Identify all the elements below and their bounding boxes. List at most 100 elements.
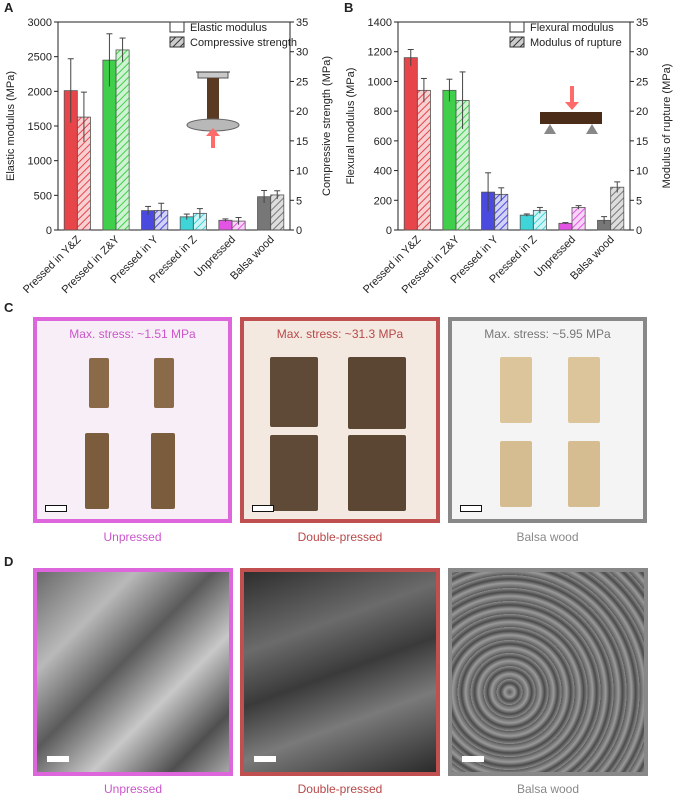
y-tick-label: 500 bbox=[34, 190, 52, 202]
y-tick-label: 0 bbox=[386, 225, 392, 237]
y-tick-label: 1200 bbox=[368, 47, 392, 59]
sem-caption-unpressed: Unpressed bbox=[103, 782, 163, 796]
y-tick-label: 800 bbox=[374, 106, 392, 118]
y2-tick-label: 0 bbox=[296, 225, 302, 237]
y-tick-label: 400 bbox=[374, 166, 392, 178]
bar-flexural-modulus bbox=[442, 89, 457, 231]
y2-axis-label: Compressive strength (MPa) bbox=[321, 56, 333, 196]
sample-before-2 bbox=[568, 357, 600, 423]
y2-tick-label: 20 bbox=[296, 106, 308, 118]
y-axis-label: Flexural modulus (MPa) bbox=[345, 68, 357, 185]
panel-letter-d: D bbox=[4, 554, 14, 569]
y-tick-label: 1400 bbox=[368, 17, 392, 29]
y-tick-label: 0 bbox=[46, 225, 52, 237]
y2-tick-label: 5 bbox=[296, 195, 302, 207]
y2-tick-label: 15 bbox=[296, 136, 308, 148]
y-tick-label: 2000 bbox=[28, 86, 52, 98]
scale-bar bbox=[460, 505, 482, 512]
y2-tick-label: 25 bbox=[636, 76, 648, 88]
y-tick-label: 1500 bbox=[28, 121, 52, 133]
bar-flexural-modulus bbox=[403, 57, 418, 231]
y-tick-label: 600 bbox=[374, 136, 392, 148]
legend-swatch-hatched bbox=[169, 36, 185, 48]
y2-tick-label: 5 bbox=[636, 195, 642, 207]
y-axis-label: Elastic modulus (MPa) bbox=[5, 71, 17, 181]
max-stress-label: Max. stress: ~5.95 MPa bbox=[484, 327, 611, 341]
max-stress-label: Max. stress: ~31.3 MPa bbox=[276, 327, 404, 341]
y2-tick-label: 35 bbox=[636, 17, 648, 29]
photo-caption-double-pressed: Double-pressed bbox=[297, 530, 383, 544]
y2-tick-label: 15 bbox=[636, 136, 648, 148]
bar-flexural-modulus bbox=[519, 214, 534, 231]
y2-axis-label: Modulus of rupture (MPa) bbox=[661, 64, 673, 189]
legend-swatch-solid bbox=[169, 21, 185, 33]
y-tick-label: 1000 bbox=[28, 156, 52, 168]
bar-compressive-strength bbox=[115, 49, 130, 231]
photo-caption-unpressed: Unpressed bbox=[103, 530, 162, 544]
sem-image-double-pressed bbox=[240, 568, 440, 776]
bar-modulus-of-rupture bbox=[416, 89, 431, 231]
legend-swatch-hatched bbox=[509, 36, 525, 48]
photo-frame-unpressed: Max. stress: ~1.51 MPa bbox=[33, 317, 232, 523]
scale-bar bbox=[254, 756, 276, 762]
sample-before-2 bbox=[154, 358, 174, 408]
sample-after-1 bbox=[270, 435, 318, 511]
support-left-icon bbox=[544, 124, 556, 134]
scale-bar bbox=[252, 505, 274, 512]
chart-flexural: 0 200 400 600 800 1000 1200 1400 0 5 10 15 20 25 30 35 F… bbox=[345, 17, 673, 296]
legend-label: Modulus of rupture bbox=[530, 37, 622, 49]
y2-tick-label: 10 bbox=[636, 166, 648, 178]
sample-after-1 bbox=[85, 433, 109, 509]
beam-icon bbox=[540, 112, 602, 124]
scale-bar bbox=[462, 756, 484, 762]
scale-bar bbox=[47, 756, 69, 762]
y-tick-label: 2500 bbox=[28, 52, 52, 64]
sample-before-1 bbox=[500, 357, 532, 423]
legend-label: Compressive strength bbox=[190, 37, 297, 49]
y2-tick-label: 30 bbox=[296, 47, 308, 59]
scale-bar bbox=[45, 505, 67, 512]
sample-after-1 bbox=[500, 441, 532, 507]
y2-tick-label: 25 bbox=[296, 76, 308, 88]
legend-label: Flexural modulus bbox=[530, 22, 614, 34]
photo-caption-balsa: Balsa wood bbox=[516, 530, 579, 544]
photo-frame-balsa: Max. stress: ~5.95 MPa bbox=[448, 317, 647, 523]
legend-label: Elastic modulus bbox=[190, 22, 268, 34]
bar-compressive-strength bbox=[270, 194, 285, 231]
sem-caption-balsa: Balsa wood bbox=[516, 782, 580, 796]
bar-modulus-of-rupture bbox=[571, 207, 586, 231]
bar-elastic-modulus bbox=[218, 219, 233, 231]
sem-image-unpressed bbox=[33, 568, 233, 776]
y-tick-label: 3000 bbox=[28, 17, 52, 29]
sample-before-1 bbox=[89, 358, 109, 408]
y2-tick-label: 35 bbox=[296, 17, 308, 29]
y2-tick-label: 30 bbox=[636, 47, 648, 59]
specimen-icon bbox=[207, 78, 219, 122]
load-arrowhead-icon bbox=[565, 102, 579, 110]
y-tick-label: 200 bbox=[374, 195, 392, 207]
panel-letter-c: C bbox=[4, 300, 14, 315]
panel-letter-a: A bbox=[4, 0, 14, 15]
y2-tick-label: 10 bbox=[296, 166, 308, 178]
sample-before-1 bbox=[270, 357, 318, 427]
y-tick-label: 1000 bbox=[368, 76, 392, 88]
y2-tick-label: 20 bbox=[636, 106, 648, 118]
plot-frame bbox=[57, 21, 291, 231]
plot-frame bbox=[397, 21, 631, 231]
chart-compression: 0 500 1000 1500 2000 2500 3000 0 5 10 15 20 25 30 35 El… bbox=[5, 17, 333, 296]
bar-modulus-of-rupture bbox=[610, 186, 625, 231]
sample-before-2 bbox=[348, 357, 406, 429]
max-stress-label: Max. stress: ~1.51 MPa bbox=[69, 327, 196, 341]
photo-frame-double-pressed: Max. stress: ~31.3 MPa bbox=[240, 317, 440, 523]
sample-after-2 bbox=[151, 433, 175, 509]
panel-letter-b: B bbox=[344, 0, 354, 15]
y2-tick-label: 0 bbox=[636, 225, 642, 237]
sem-image-balsa bbox=[448, 568, 648, 776]
sem-caption-double-pressed: Double-pressed bbox=[297, 782, 383, 796]
top-platen-icon bbox=[197, 71, 229, 79]
bar-flexural-modulus bbox=[558, 222, 573, 231]
legend-swatch-solid bbox=[509, 21, 525, 33]
sample-after-2 bbox=[348, 435, 406, 511]
support-right-icon bbox=[586, 124, 598, 134]
load-arrowhead-icon bbox=[206, 128, 220, 136]
